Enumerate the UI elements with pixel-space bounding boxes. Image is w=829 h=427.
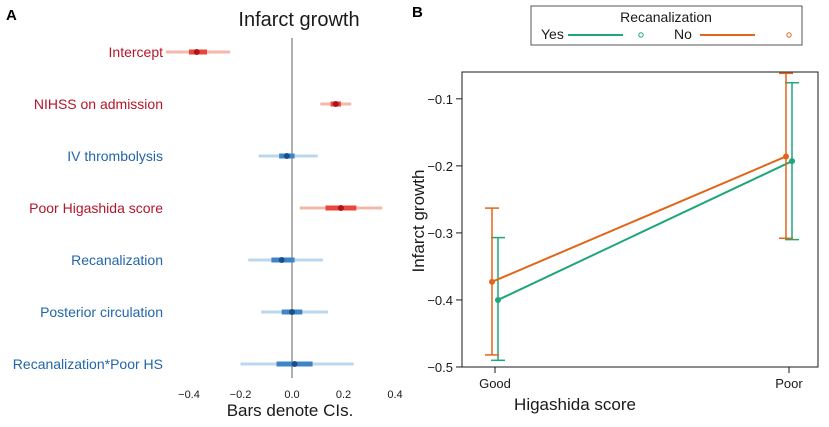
x-tick-label: 0.0 (284, 389, 299, 401)
y-tick-label: −0.3 (427, 226, 453, 241)
term-posterior-circulation (261, 309, 329, 315)
line-y-axis-label: Infarct growth (409, 170, 428, 273)
term-label: Posterior circulation (40, 304, 163, 320)
legend-title: Recanalization (620, 9, 712, 25)
data-point (489, 278, 495, 285)
legend: Recanalization Yes No (530, 5, 803, 46)
legend-entries: Yes No (541, 26, 792, 42)
x-tick-label: Good (479, 376, 511, 391)
x-tick-label: 0.2 (336, 389, 351, 401)
data-point (495, 296, 501, 303)
series-no (485, 72, 793, 356)
series-yes (491, 81, 799, 362)
legend-swatch-point (638, 32, 644, 38)
line-axes: −0.5 −0.4 −0.3 −0.2 −0.1 Good Poor (427, 92, 803, 391)
line-series (485, 72, 799, 362)
term-poor-higashida-score (299, 205, 383, 211)
point-estimate (289, 309, 295, 315)
forest-title: Infarct growth (238, 9, 359, 31)
point-estimate (337, 205, 344, 211)
plot-frame (461, 71, 819, 368)
y-tick-label: −0.2 (427, 159, 453, 174)
legend-swatch-point (786, 32, 792, 38)
x-tick-label: 0.4 (387, 389, 402, 401)
line-x-axis-label: Higashida score (514, 395, 636, 414)
y-tick-label: −0.1 (427, 92, 453, 107)
data-point (789, 158, 795, 165)
y-tick-label: −0.5 (427, 360, 453, 375)
panel-b-line-plot: B Recanalization Yes No −0.5−0.4−0.3−0.2−… (409, 4, 819, 414)
forest-x-axis-label: Bars denote CIs. (227, 401, 354, 420)
x-tick-label: −0.2 (230, 389, 252, 401)
panel-a-forest-plot: A Infarct growth Intercept NIHSS on admis… (6, 7, 403, 420)
x-tick-label: Poor (775, 376, 803, 391)
x-tick-label: −0.4 (178, 389, 200, 401)
point-estimate (291, 361, 298, 367)
term-label: Recanalization (71, 252, 163, 268)
term-labels: Intercept NIHSS on admission IV thrombolys… (13, 44, 163, 372)
legend-box (530, 5, 803, 46)
term-intercept (165, 49, 231, 55)
term-recanalization-poor-hs (240, 361, 354, 367)
term-estimates (165, 49, 383, 367)
term-iv-thrombolysis (258, 153, 318, 159)
term-label: Recanalization*Poor HS (13, 356, 163, 372)
forest-x-ticks: −0.4 −0.2 0.0 0.2 0.4 (178, 389, 403, 401)
point-estimate (283, 153, 290, 159)
data-point (783, 153, 789, 160)
series-line (497, 160, 793, 301)
point-estimate (193, 49, 200, 55)
term-label: IV thrombolysis (67, 148, 163, 164)
panel-a-label: A (6, 7, 17, 24)
legend-label-yes: Yes (541, 26, 564, 42)
point-estimate (278, 257, 285, 263)
y-tick-label: −0.4 (427, 293, 453, 308)
panel-b-label: B (412, 4, 423, 21)
term-recanalization (248, 257, 323, 263)
series-line (491, 155, 787, 283)
term-label: Intercept (109, 44, 164, 60)
point-estimate (332, 101, 339, 107)
legend-label-no: No (674, 26, 692, 42)
term-nihss-on-admission (320, 101, 352, 107)
term-label: Poor Higashida score (29, 200, 163, 216)
term-label: NIHSS on admission (34, 96, 163, 112)
